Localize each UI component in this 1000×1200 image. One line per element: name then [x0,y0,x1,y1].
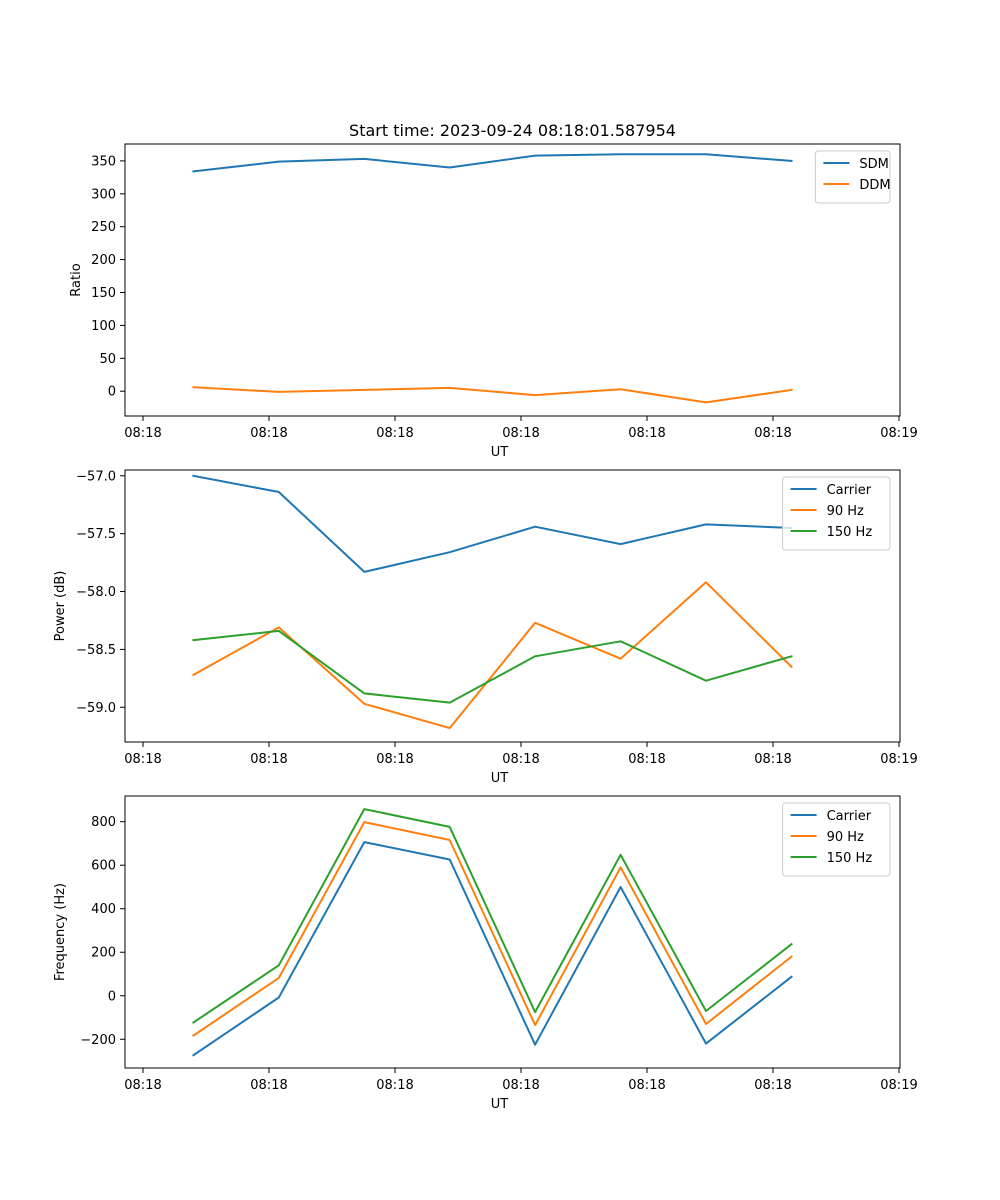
panel-1: 08:18 08:18 08:18 08:18 08:18 08:18 08:19 0 50 10… [69,143,918,460]
x-tick-label: 08:18 [376,1078,413,1093]
series-line-150-hz [192,629,793,704]
x-tick-label: 08:18 [502,752,539,767]
x-tick-label: 08:18 [124,426,161,441]
x-tick-label: 08:18 [628,426,665,441]
x-tick-label: 08:18 [250,752,287,767]
legend-label: 150 Hz [827,525,873,540]
y-tick-label: 250 [91,220,116,235]
legend-label: Carrier [827,483,872,498]
y-tick-label: 200 [91,946,116,961]
x-tick-label: 08:18 [628,1078,665,1093]
y-tick-label: 50 [99,352,116,367]
x-tick-label: 08:18 [754,426,791,441]
y-tick-label: 350 [91,154,116,169]
legend-label: 90 Hz [827,830,864,845]
x-tick-label: 08:18 [376,426,413,441]
legend-label: 150 Hz [827,851,873,866]
legend-label: 90 Hz [827,504,864,519]
x-axis-label: UT [491,445,509,460]
x-tick-label: 08:18 [376,752,413,767]
series-line-carrier [192,474,793,573]
axes-frame [124,143,901,417]
x-axis-label: UT [491,1097,509,1112]
x-tick-label: 08:18 [124,1078,161,1093]
legend-label: Carrier [827,809,872,824]
y-tick-label: 150 [91,286,116,301]
x-tick-label: 08:18 [502,1078,539,1093]
y-tick-label: 800 [91,815,116,830]
y-axis-label: Ratio [69,263,84,296]
y-tick-label: 0 [108,989,116,1004]
x-axis-label: UT [491,771,509,786]
x-tick-label: 08:18 [754,752,791,767]
legend: SDM DDM [814,150,891,204]
x-tick-label: 08:18 [124,752,161,767]
series-line-carrier [192,841,793,1057]
legend: Carrier 90 Hz 150 Hz [782,476,891,551]
y-tick-label: −58.0 [76,585,116,600]
y-tick-label: −57.5 [76,527,116,542]
x-tick-label: 08:19 [880,752,917,767]
axes-frame [124,795,901,1069]
figure-title: Start time: 2023-09-24 08:18:01.587954 [349,121,676,140]
y-tick-label: 0 [108,385,116,400]
panel-3: 08:18 08:18 08:18 08:18 08:18 08:18 08:19 −200 0… [53,795,918,1112]
x-tick-label: 08:18 [250,426,287,441]
x-tick-label: 08:19 [880,426,917,441]
x-tick-label: 08:18 [628,752,665,767]
y-tick-label: −59.0 [76,701,116,716]
y-tick-label: 400 [91,902,116,917]
y-axis-label: Power (dB) [53,571,68,642]
x-tick-label: 08:18 [502,426,539,441]
x-tick-label: 08:19 [880,1078,917,1093]
x-tick-label: 08:18 [250,1078,287,1093]
panels: 08:18 08:18 08:18 08:18 08:18 08:18 08:19 0 50 10… [53,143,918,1112]
y-tick-label: −200 [80,1033,116,1048]
y-axis-label: Frequency (Hz) [53,883,68,981]
legend-label: DDM [859,178,890,193]
y-tick-label: 600 [91,859,116,874]
axes-frame [124,469,901,743]
series-line-90-hz [192,821,793,1037]
legend-label: SDM [859,157,888,172]
y-tick-label: 300 [91,187,116,202]
x-tick-label: 08:18 [754,1078,791,1093]
series-line-ddm [192,386,793,404]
legend: Carrier 90 Hz 150 Hz [782,802,891,877]
y-tick-label: 100 [91,319,116,334]
series-line-150-hz [192,808,793,1024]
y-tick-label: −57.0 [76,469,116,484]
y-tick-label: −58.5 [76,643,116,658]
panel-2: 08:18 08:18 08:18 08:18 08:18 08:18 08:19 −59.0… [53,469,918,786]
series-line-sdm [192,153,793,173]
y-tick-label: 200 [91,253,116,268]
